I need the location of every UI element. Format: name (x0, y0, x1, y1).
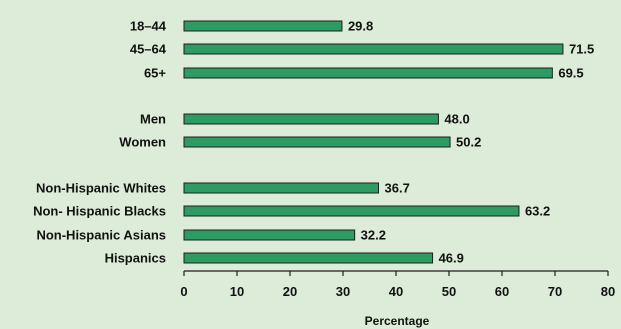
category-label-hispanics: Hispanics (105, 251, 166, 266)
x-axis-title: Percentage (365, 314, 430, 328)
category-label-non-hispanic-asians: Non-Hispanic Asians (36, 228, 166, 243)
value-label-men: 48.0 (444, 112, 469, 127)
labels-layer: 18–44 29.8 45–64 71.5 65+ 69.5 Men 48.0 Women 50.… (33, 19, 594, 266)
bars-layer (183, 20, 564, 264)
x-tick-label-80: 80 (601, 284, 615, 299)
x-tick-label-50: 50 (442, 284, 456, 299)
bar-non-hispanic-blacks (183, 205, 520, 217)
x-tick-label-10: 10 (230, 284, 244, 299)
value-label-non-hispanic-blacks: 63.2 (525, 204, 550, 219)
value-label-non-hispanic-whites: 36.7 (385, 181, 410, 196)
bar-men (183, 113, 439, 125)
category-label-non-hispanic-blacks: Non- Hispanic Blacks (33, 204, 166, 219)
category-label-men: Men (140, 112, 166, 127)
bar-non-hispanic-asians (183, 229, 356, 241)
x-tick-label-30: 30 (336, 284, 350, 299)
bar-65 (183, 67, 553, 79)
bar-hispanics (183, 252, 434, 264)
bar-18-44 (183, 20, 343, 32)
category-label-non-hispanic-whites: Non-Hispanic Whites (36, 181, 166, 196)
category-label-women: Women (119, 135, 166, 150)
x-tick-label-70: 70 (548, 284, 562, 299)
value-label-women: 50.2 (456, 135, 481, 150)
x-tick-label-40: 40 (389, 284, 403, 299)
category-label-45-64: 45–64 (130, 42, 167, 57)
category-label-65: 65+ (144, 66, 166, 81)
value-label-hispanics: 46.9 (439, 251, 464, 266)
value-label-18-44: 29.8 (348, 19, 373, 34)
bar-women (183, 136, 451, 148)
x-tick-label-20: 20 (283, 284, 297, 299)
value-label-non-hispanic-asians: 32.2 (361, 228, 386, 243)
bar-non-hispanic-whites (183, 182, 380, 194)
x-axis: 0 10 20 30 40 50 60 70 80 (180, 270, 615, 299)
value-label-45-64: 71.5 (569, 42, 594, 57)
value-label-65: 69.5 (558, 66, 583, 81)
x-tick-label-60: 60 (495, 284, 509, 299)
bar-45-64 (183, 43, 564, 55)
x-tick-label-0: 0 (180, 284, 187, 299)
category-label-18-44: 18–44 (130, 19, 167, 34)
